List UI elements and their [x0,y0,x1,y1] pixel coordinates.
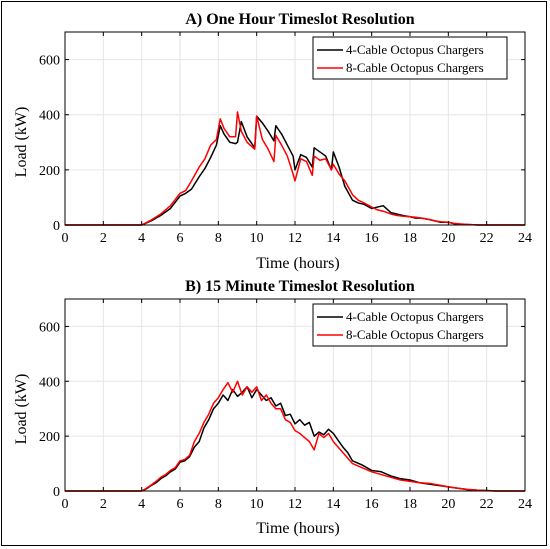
legend-box [312,36,508,80]
x-tick-label: 16 [365,231,379,246]
x-tick-label: 2 [100,231,107,246]
y-tick-label: 600 [39,320,60,335]
x-tick-label: 4 [138,497,145,512]
y-axis-label: Load (kW) [13,107,30,178]
x-tick-label: 6 [177,231,184,246]
y-tick-label: 400 [39,109,60,124]
x-axis-label: Time (hours) [256,520,339,537]
x-tick-label: 10 [250,231,264,246]
x-tick-label: 4 [138,231,145,246]
series-line-4-cable [65,386,525,492]
x-tick-label: 22 [480,231,494,246]
x-tick-label: 10 [250,497,264,512]
y-tick-label: 400 [39,375,60,390]
x-tick-label: 18 [403,497,417,512]
series-line-8-cable [65,111,525,226]
x-axis-label: Time (hours) [256,255,339,272]
x-tick-label: 6 [177,497,184,512]
x-tick-label: 2 [100,497,107,512]
x-tick-label: 12 [288,497,302,512]
legend-label-4-cable: 4-Cable Octopus Chargers [346,309,484,324]
x-tick-label: 14 [326,497,340,512]
chart-title: A) One Hour Timeslot Resolution [185,11,414,28]
chart-panel-a: A) One Hour Timeslot Resolution Load (kW… [13,11,532,272]
x-tick-label: 22 [480,497,494,512]
series-lines [65,111,525,226]
legend-box [312,303,508,347]
series-lines [65,380,525,492]
chart-title: B) 15 Minute Timeslot Resolution [185,278,415,295]
y-tick-label: 200 [39,430,60,445]
legend-label-8-cable: 8-Cable Octopus Chargers [346,327,484,342]
x-tick-label: 20 [441,497,455,512]
legend-label-4-cable: 4-Cable Octopus Chargers [346,42,484,57]
x-tick-label: 24 [518,231,532,246]
x-tick-label: 24 [518,497,532,512]
y-tick-label: 0 [53,485,60,500]
y-tick-label: 0 [53,219,60,234]
legend: 4-Cable Octopus Chargers 8-Cable Octopus… [312,36,508,80]
chart-panel-b: B) 15 Minute Timeslot Resolution Load (k… [13,278,532,537]
y-tick-label: 200 [39,164,60,179]
x-tick-label: 8 [215,231,222,246]
series-line-8-cable [65,380,525,492]
legend: 4-Cable Octopus Chargers 8-Cable Octopus… [312,303,508,347]
x-tick-label: 16 [365,497,379,512]
x-tick-label: 14 [326,231,340,246]
x-tick-label: 18 [403,231,417,246]
x-tick-label: 0 [62,497,69,512]
y-axis-label: Load (kW) [13,374,30,445]
x-tick-label: 12 [288,231,302,246]
x-tick-label: 20 [441,231,455,246]
legend-label-8-cable: 8-Cable Octopus Chargers [346,60,484,75]
y-tick-label: 600 [39,54,60,69]
x-tick-label: 0 [62,231,69,246]
x-tick-label: 8 [215,497,222,512]
